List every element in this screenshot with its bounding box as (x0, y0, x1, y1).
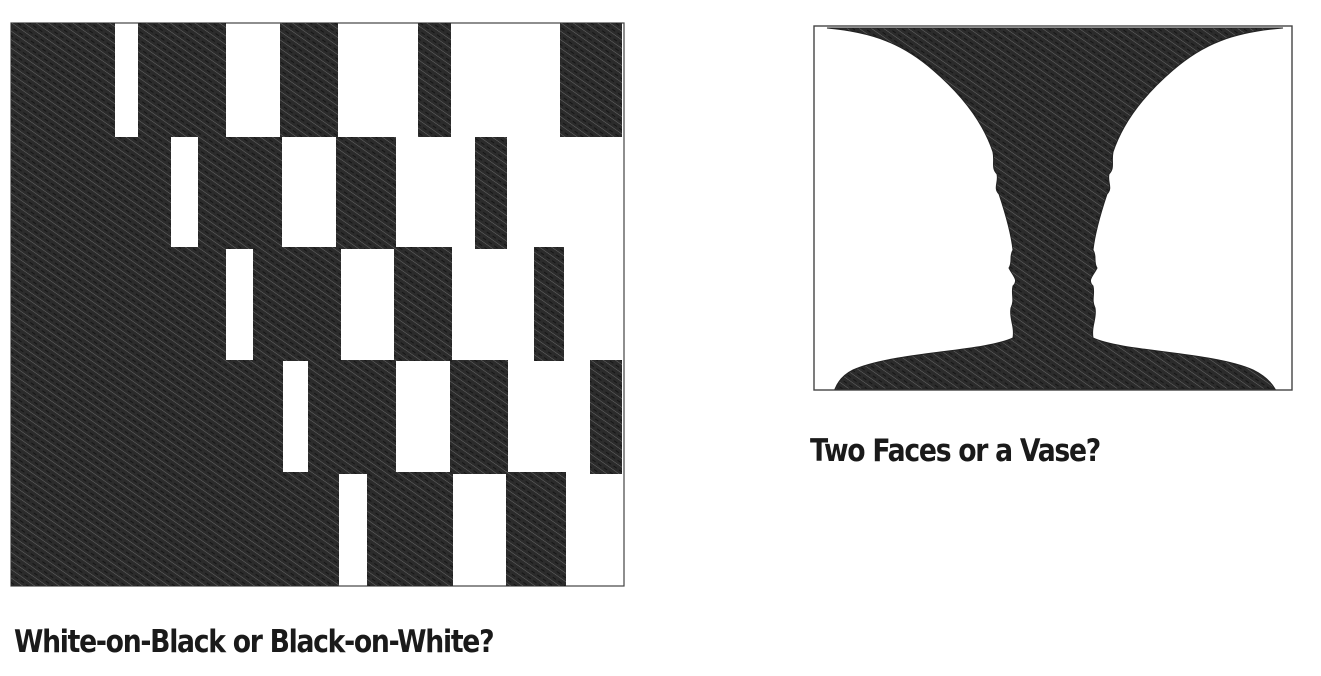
checkerboard-illusion-figure (10, 22, 625, 587)
dark-block (418, 23, 451, 137)
dark-block (450, 360, 508, 474)
checkerboard-illusion-drawing (10, 22, 625, 587)
dark-block (336, 137, 396, 249)
dark-region (11, 472, 339, 586)
dark-block (475, 137, 507, 249)
dark-block (560, 23, 622, 137)
dark-block (308, 360, 396, 474)
dark-block (198, 137, 282, 249)
dark-block (506, 472, 566, 586)
vase-caption: Two Faces or a Vase? (810, 433, 1101, 469)
dark-block (394, 247, 452, 361)
rubin-vase-drawing (813, 25, 1293, 391)
dark-block (367, 472, 453, 586)
dark-block (138, 23, 226, 137)
vase-silhouette (826, 27, 1284, 390)
dark-block (590, 360, 622, 474)
dark-block (534, 247, 564, 361)
dark-block (280, 23, 338, 137)
checkerboard-caption: White-on-Black or Black-on-White? (14, 624, 495, 660)
dark-block (253, 247, 341, 361)
rubin-vase-figure (813, 22, 1295, 392)
